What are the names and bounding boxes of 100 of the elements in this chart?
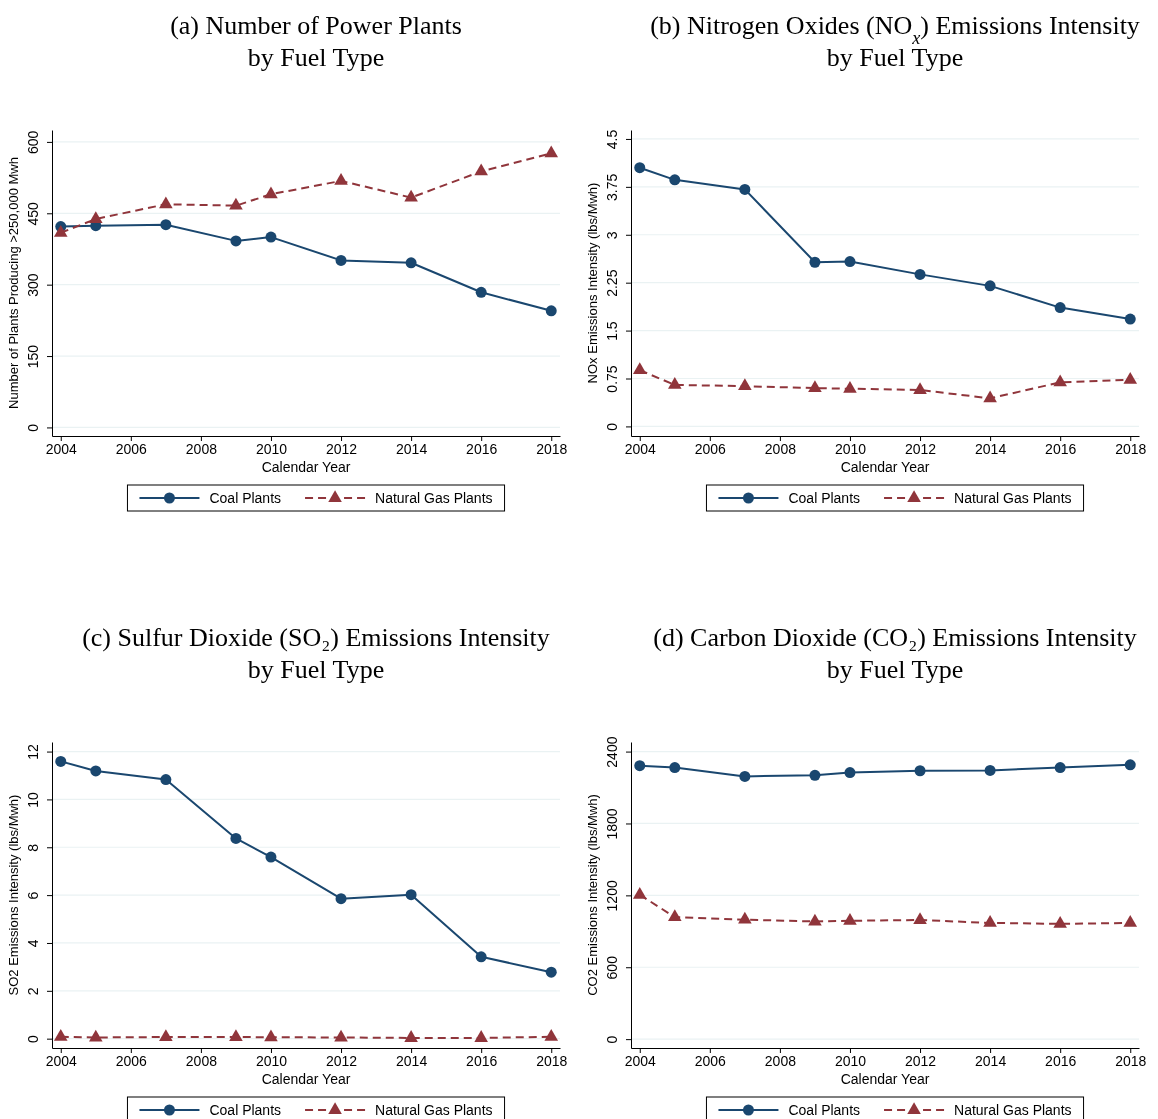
point — [264, 186, 278, 199]
x-tick-label: 2010 — [255, 440, 288, 457]
x-tick-label: 2016 — [466, 1052, 498, 1069]
point — [913, 912, 927, 924]
point — [89, 211, 103, 223]
x-tick-label: 2010 — [834, 440, 867, 457]
point — [634, 162, 646, 174]
x-tick-label: 2004 — [624, 1052, 657, 1069]
x-tick-label: 2004 — [45, 440, 78, 457]
x-tick-label: 2014 — [396, 1052, 428, 1069]
y-tick-label: 4.5 — [604, 129, 620, 150]
x-tick-label: 2018 — [536, 1052, 568, 1069]
y-axis-title: CO2 Emissions Intensity (lbs/Mwh) — [585, 794, 600, 996]
y-tick-label: 12 — [25, 744, 41, 760]
x-tick-label: 2008 — [764, 1052, 797, 1069]
x-tick-label: 2014 — [975, 440, 1007, 457]
point — [334, 1029, 348, 1042]
point — [334, 173, 348, 185]
point — [335, 893, 347, 905]
point — [844, 256, 856, 268]
point — [738, 378, 752, 391]
x-tick-label: 2004 — [624, 440, 657, 457]
point — [405, 889, 417, 901]
legend-label: Natural Gas Plants — [954, 1102, 1072, 1118]
point — [634, 760, 646, 772]
point — [914, 268, 926, 280]
y-tick-label: 300 — [25, 273, 41, 297]
point — [1124, 759, 1136, 771]
legend-label: Natural Gas Plants — [375, 1102, 493, 1118]
y-tick-label: 0.75 — [604, 365, 620, 393]
point — [544, 145, 559, 158]
y-tick-label: 1800 — [604, 808, 620, 840]
legend-label: Natural Gas Plants — [954, 490, 1072, 506]
x-tick-label: 2008 — [764, 440, 797, 457]
point — [669, 762, 681, 774]
point — [89, 1029, 103, 1042]
y-tick-label: 1.5 — [604, 321, 620, 341]
point — [405, 257, 417, 269]
x-tick-label: 2006 — [115, 1052, 148, 1069]
point — [808, 913, 822, 926]
point — [474, 1030, 488, 1042]
x-tick-label: 2014 — [396, 440, 428, 457]
x-tick-label: 2012 — [325, 440, 358, 457]
point — [632, 886, 647, 899]
point — [669, 174, 681, 186]
x-tick-label: 2014 — [975, 1052, 1007, 1069]
point — [159, 196, 173, 209]
point — [475, 286, 487, 298]
point — [404, 189, 418, 202]
x-tick-label: 2012 — [904, 1052, 937, 1069]
point — [265, 231, 277, 243]
x-tick-label: 2008 — [185, 1052, 218, 1069]
y-tick-label: 0 — [604, 1035, 620, 1044]
point — [983, 390, 997, 403]
point — [913, 382, 927, 394]
point — [668, 377, 682, 389]
chart-title: (a) Number of Power Plants by Fuel Type — [170, 11, 462, 72]
point — [474, 163, 488, 176]
point — [1123, 915, 1138, 927]
y-tick-label: 6 — [25, 891, 41, 900]
x-tick-label: 2004 — [45, 1052, 78, 1069]
y-tick-label: 0 — [25, 1035, 41, 1044]
point — [844, 767, 856, 779]
y-tick-label: 2400 — [604, 736, 620, 768]
point — [90, 765, 102, 777]
point — [1123, 371, 1138, 384]
legend-label: Coal Plants — [788, 490, 861, 506]
point — [739, 183, 751, 195]
y-tick-label: 3.75 — [604, 173, 620, 201]
x-tick-label: 2018 — [1115, 440, 1147, 457]
x-axis-title: Calendar Year — [840, 1071, 930, 1087]
point — [159, 1029, 173, 1041]
chart-title: (b) Nitrogen Oxides (NO$_{x}$) Emissions Intensity by Fuel Type — [650, 11, 1140, 72]
y-tick-label: 1200 — [604, 880, 620, 912]
y-tick-label: 8 — [25, 843, 41, 852]
y-tick-label: 450 — [25, 201, 41, 226]
x-tick-label: 2018 — [536, 440, 568, 457]
x-tick-label: 2016 — [1045, 1052, 1077, 1069]
point — [404, 1030, 418, 1042]
point — [1124, 313, 1136, 325]
legend-label: Coal Plants — [209, 1102, 282, 1118]
y-tick-label: 2.25 — [604, 269, 620, 297]
y-axis-title: NOx Emissions Intensity (lbs/Mwh) — [585, 182, 600, 384]
point — [843, 912, 857, 925]
point — [1054, 762, 1066, 774]
x-tick-label: 2016 — [466, 440, 498, 457]
point — [160, 774, 172, 786]
point — [1053, 916, 1067, 928]
x-tick-label: 2012 — [325, 1052, 358, 1069]
y-tick-label: 150 — [25, 344, 41, 369]
x-tick-label: 2008 — [185, 440, 218, 457]
point — [983, 915, 997, 927]
point — [229, 1029, 243, 1041]
point — [738, 911, 752, 924]
point — [53, 1028, 68, 1041]
point — [230, 235, 242, 247]
x-tick-label: 2010 — [834, 1052, 867, 1069]
chart-title: (c) Sulfur Dioxide (SO₂) Emissions Intensity by Fuel Type — [82, 623, 550, 684]
point — [1054, 302, 1066, 314]
point — [544, 1028, 559, 1041]
